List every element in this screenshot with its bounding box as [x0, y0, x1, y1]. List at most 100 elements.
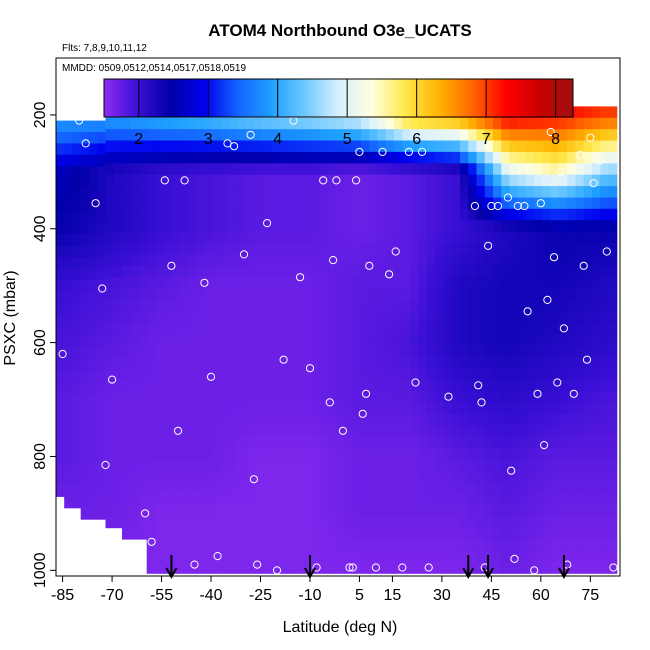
heat-cell	[89, 484, 98, 497]
heat-cell	[385, 561, 395, 574]
heat-cell	[72, 223, 82, 236]
heat-cell	[154, 391, 164, 403]
heat-cell	[352, 197, 362, 210]
heat-cell	[146, 527, 156, 540]
heat-cell	[130, 447, 139, 460]
heat-cell	[402, 356, 412, 369]
heat-cell	[534, 550, 543, 563]
heat-cell	[402, 163, 412, 176]
heat-cell	[113, 129, 123, 142]
heat-cell	[278, 174, 288, 187]
heat-cell	[402, 379, 412, 392]
heat-cell	[608, 561, 618, 574]
heat-cell	[319, 493, 329, 506]
heat-cell	[196, 174, 205, 187]
heat-cell	[583, 493, 593, 506]
heat-cell	[237, 197, 247, 210]
heat-cell	[402, 493, 412, 506]
heat-cell	[509, 482, 519, 495]
heat-cell	[278, 402, 288, 415]
heat-cell	[187, 140, 197, 153]
heat-cell	[295, 197, 304, 210]
heat-cell	[138, 413, 148, 426]
heat-cell	[229, 117, 238, 130]
heat-cell	[122, 425, 131, 438]
heat-cell	[262, 288, 271, 301]
heat-cell	[56, 154, 65, 167]
heat-cell	[146, 482, 156, 495]
heat-cell	[550, 174, 560, 187]
heat-cell	[130, 356, 139, 369]
heat-cell	[435, 516, 445, 529]
heat-cell	[229, 174, 238, 187]
heat-cell	[105, 231, 115, 244]
obs-point	[239, 250, 249, 259]
heat-cell	[369, 482, 379, 495]
heat-cell	[303, 368, 313, 381]
heat-cell	[146, 311, 156, 324]
heat-cell	[105, 402, 115, 415]
heat-cell	[410, 504, 420, 517]
heat-cell	[501, 243, 511, 255]
heat-cell	[493, 140, 502, 153]
heatmap-field	[56, 106, 618, 574]
heat-cell	[608, 436, 618, 449]
heat-cell	[509, 265, 519, 278]
heat-cell	[377, 254, 387, 267]
heat-cell	[352, 220, 362, 233]
heat-cell	[122, 220, 131, 233]
heat-cell	[575, 311, 585, 324]
heat-cell	[295, 299, 304, 312]
x-axis-label: Latitude (deg N)	[283, 619, 398, 636]
heat-cell	[328, 550, 337, 563]
heat-cell	[460, 379, 469, 392]
heat-cell	[559, 447, 568, 460]
heat-cell	[542, 482, 552, 495]
heat-cell	[550, 231, 560, 244]
heat-cell	[229, 311, 238, 324]
heat-cell	[212, 208, 222, 221]
heat-cell	[328, 163, 337, 176]
heat-cell	[575, 425, 585, 438]
heat-cell	[97, 245, 106, 258]
heat-cell	[278, 220, 288, 233]
heat-cell	[72, 188, 82, 201]
heat-cell	[583, 311, 593, 324]
heat-cell	[204, 516, 214, 529]
heat-cell	[237, 288, 247, 301]
heat-cell	[600, 493, 609, 506]
obs-point	[510, 554, 519, 564]
heat-cell	[237, 527, 247, 540]
heat-cell	[204, 277, 214, 290]
heat-cell	[443, 140, 453, 153]
heat-cell	[410, 254, 420, 267]
heat-cell	[460, 231, 469, 244]
heat-cell	[328, 129, 337, 142]
heat-cell	[122, 151, 131, 164]
heat-cell	[394, 402, 403, 415]
heat-cell	[212, 379, 222, 392]
heat-cell	[476, 447, 486, 460]
heat-cell	[303, 482, 313, 495]
heat-cell	[80, 428, 90, 440]
heat-cell	[72, 428, 82, 440]
heat-cell	[262, 345, 271, 358]
heat-cell	[220, 322, 230, 335]
profile-arrow	[165, 555, 178, 580]
heat-cell	[385, 151, 395, 164]
heat-cell	[534, 447, 543, 460]
heat-cell	[592, 186, 601, 199]
heat-cell	[295, 425, 304, 438]
heat-cell	[394, 231, 403, 244]
heat-cell	[592, 436, 601, 449]
heat-cell	[460, 550, 469, 563]
heat-cell	[113, 425, 123, 438]
heat-cell	[262, 470, 271, 483]
obs-point	[338, 426, 347, 435]
heat-cell	[468, 231, 478, 244]
heat-cell	[187, 243, 197, 255]
heat-cell	[56, 314, 65, 327]
heat-cell	[80, 416, 90, 429]
heat-cell	[245, 493, 255, 506]
heat-cell	[608, 368, 618, 381]
